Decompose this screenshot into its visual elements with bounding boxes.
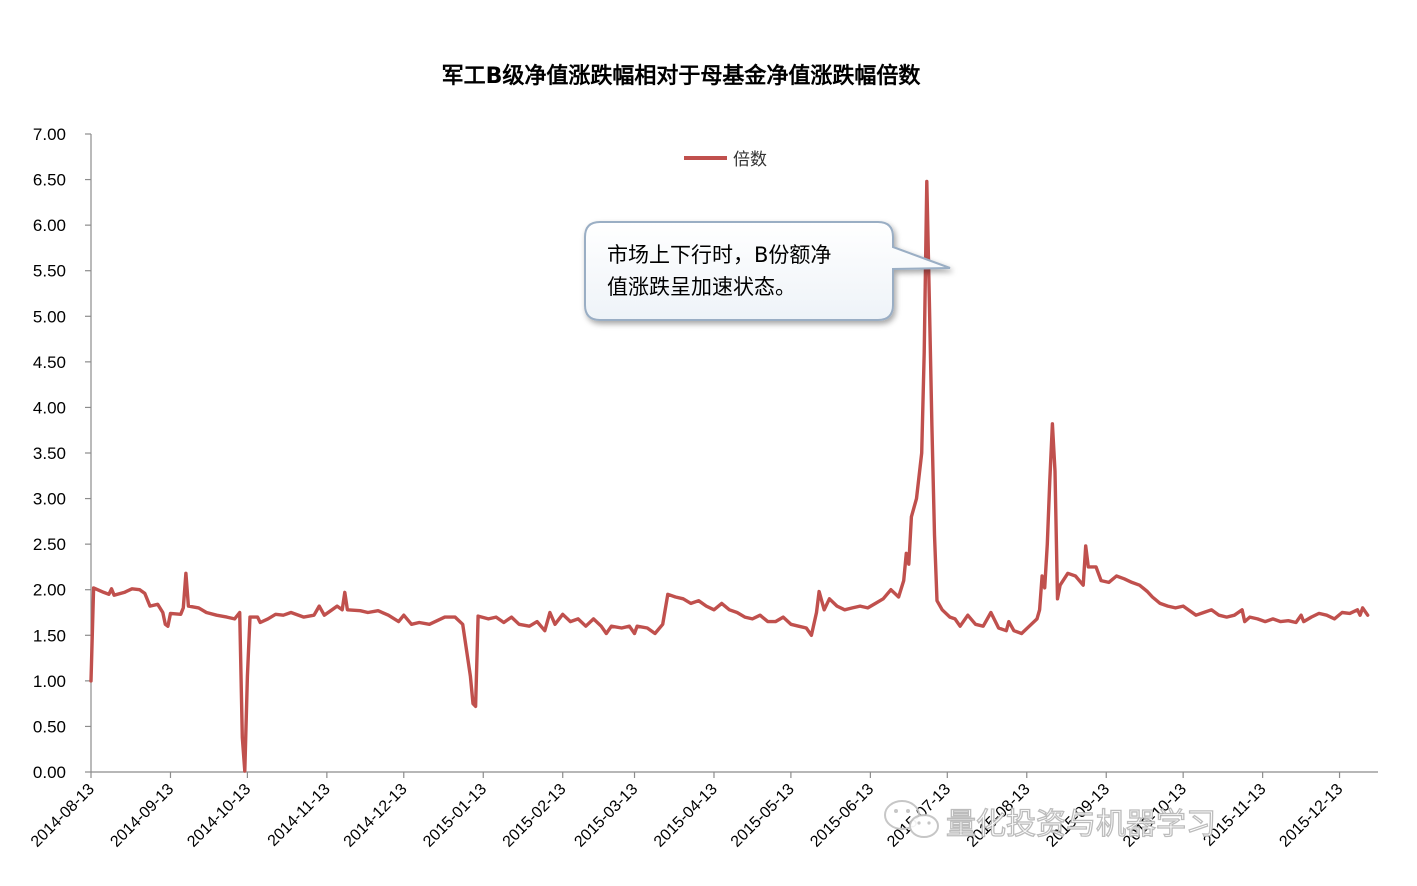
y-tick-label: 1.50 [33,626,66,645]
legend: 倍数 [684,150,767,170]
x-tick-label: 2015-04-13 [651,781,721,851]
y-tick-label: 6.00 [33,216,66,235]
x-tick-label: 2014-10-13 [184,781,254,851]
x-tick-label: 2015-02-13 [500,781,570,851]
y-axis: 0.00 0.50 1.00 1.50 2.00 2.50 3.00 3.50 4.00 4.50… [33,125,92,782]
legend-label: 倍数 [733,150,767,170]
y-tick-label: 2.00 [33,581,66,600]
y-tick-label: 0.50 [33,717,66,736]
x-tick-label: 2015-01-13 [420,781,490,851]
y-tick-label: 7.00 [33,125,66,144]
x-tick-label: 2015-05-13 [728,781,798,851]
y-tick-label: 5.00 [33,307,66,326]
callout-bubble [584,221,951,321]
x-tick-label: 2015-03-13 [571,781,641,851]
y-tick-label: 4.50 [33,353,66,372]
y-tick-label: 4.00 [33,398,66,417]
callout [584,221,951,321]
watermark-text: 量化投资与机器学习 [946,807,1216,842]
x-tick-label: 2014-12-13 [341,781,411,851]
y-tick-label: 3.00 [33,490,66,509]
y-tick-label: 2.50 [33,535,66,554]
watermark: 量化投资与机器学习 [884,800,1217,843]
y-tick-label: 0.00 [33,763,66,782]
chart-title: 军工B级净值涨跌幅相对于母基金净值涨跌幅倍数 [442,63,922,89]
series-line-0 [89,179,1370,773]
x-tick-label: 2015-06-13 [807,781,877,851]
y-tick-label: 1.00 [33,672,66,691]
y-tick-label: 3.50 [33,444,66,463]
callout-text-line2: 值涨跌呈加速状态。 [607,275,796,299]
callout-text-line1: 市场上下行时，B份额净 [607,243,831,267]
x-tick-label: 2014-11-13 [265,781,334,850]
x-tick-label: 2014-08-13 [28,781,98,851]
y-tick-label: 6.50 [33,171,66,190]
series-layer [89,179,1370,773]
x-tick-label: 2015-12-13 [1276,781,1346,851]
y-tick-label: 5.50 [33,262,66,281]
x-tick-label: 2014-09-13 [107,781,177,851]
wechat-icon [884,800,939,838]
